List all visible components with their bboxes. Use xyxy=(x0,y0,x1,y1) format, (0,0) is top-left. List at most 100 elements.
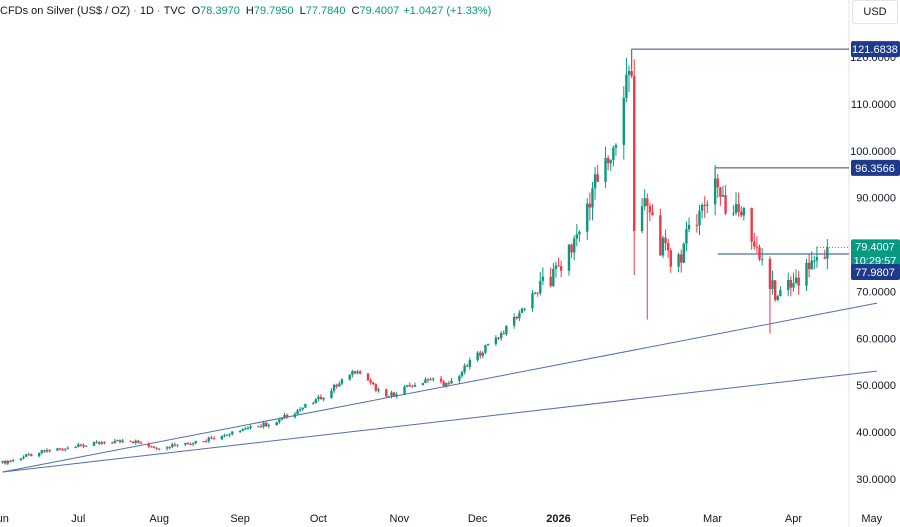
candle-body xyxy=(413,385,417,387)
candle-body xyxy=(246,427,250,429)
candle-body xyxy=(165,447,169,449)
candle-body xyxy=(285,415,289,418)
candle-body xyxy=(1,460,4,463)
candle-body xyxy=(139,442,143,444)
candle-body xyxy=(614,144,618,148)
candle-body xyxy=(609,160,612,164)
candle-body xyxy=(392,392,396,397)
trendline xyxy=(2,302,878,473)
candle-body xyxy=(22,456,25,459)
candle-body xyxy=(559,266,563,271)
candle-body xyxy=(740,211,743,216)
x-tick-label: Nov xyxy=(390,513,410,525)
candle-body xyxy=(257,426,260,428)
y-tick-label: 70.0000 xyxy=(856,286,896,298)
candle-body xyxy=(625,74,628,98)
candle-body xyxy=(84,445,88,447)
candle-body xyxy=(158,448,161,450)
candle-body xyxy=(356,371,359,374)
low-value: 77.7840 xyxy=(305,5,346,17)
candle-body xyxy=(176,444,179,446)
x-tick-label: Oct xyxy=(310,513,327,525)
change-value: +1.0427 (+1.33%) xyxy=(403,5,492,17)
candle-body xyxy=(191,443,195,445)
candle-body xyxy=(278,419,281,423)
currency-selector[interactable]: USD xyxy=(852,0,898,24)
x-tick-label: Mar xyxy=(703,513,722,525)
candle-body xyxy=(403,386,406,395)
candle-body xyxy=(262,422,265,427)
candle-body xyxy=(61,448,64,450)
candle-body xyxy=(497,337,500,339)
candle-body xyxy=(121,440,124,442)
candle-body xyxy=(648,205,652,213)
candle-body xyxy=(612,147,615,161)
high-label: H xyxy=(245,5,254,17)
x-tick-label: Sep xyxy=(230,513,250,525)
candle-body xyxy=(79,444,83,446)
candle-body xyxy=(771,280,774,289)
x-tick-label: Aug xyxy=(149,513,169,525)
candle-body xyxy=(152,446,156,448)
candle-body xyxy=(651,212,654,216)
candle-body xyxy=(332,384,336,391)
y-tick-label: 30.0000 xyxy=(856,474,896,486)
candle-body xyxy=(241,429,244,432)
level-price-label: 96.3566 xyxy=(855,163,895,175)
candle-body xyxy=(549,276,552,286)
open-label: O xyxy=(191,5,201,17)
close-value: 79.4007 xyxy=(359,5,400,17)
symbol-title[interactable]: CFDs on Silver (US$ / OZ) xyxy=(0,5,131,17)
candle-body xyxy=(184,442,187,445)
candle-body xyxy=(669,250,672,267)
candle-body xyxy=(283,415,286,418)
level-price-badge xyxy=(851,159,900,176)
candle-body xyxy=(442,381,445,387)
candle-body xyxy=(210,437,213,439)
candle-body xyxy=(604,158,607,182)
candle-body xyxy=(27,454,30,456)
candle-body xyxy=(330,390,333,398)
candle-body xyxy=(147,443,150,447)
candle-body xyxy=(111,442,114,444)
candle-body xyxy=(366,373,370,381)
candle-body xyxy=(586,203,589,232)
candle-body xyxy=(533,292,537,294)
trendline xyxy=(2,370,878,473)
candle-body xyxy=(408,385,411,387)
candle-body xyxy=(606,158,610,164)
candle-body xyxy=(813,260,816,262)
candle-body xyxy=(74,446,77,448)
interval-label[interactable]: 1D xyxy=(139,5,154,17)
candle-body xyxy=(695,224,699,226)
candle-body xyxy=(687,224,691,230)
candle-body xyxy=(794,277,798,283)
x-tick-label: Jul xyxy=(71,513,85,525)
candle-body xyxy=(539,280,542,294)
candle-body xyxy=(131,441,135,444)
candle-body xyxy=(737,204,740,212)
candle-body xyxy=(40,450,43,453)
candle-body xyxy=(447,383,451,385)
candle-body xyxy=(168,447,171,449)
candle-body xyxy=(787,279,790,291)
candle-body xyxy=(265,422,268,427)
candle-body xyxy=(450,380,453,384)
candle-body xyxy=(815,257,819,261)
candle-body xyxy=(664,237,667,244)
candle-body xyxy=(677,254,680,267)
candle-body xyxy=(340,379,344,384)
candle-body xyxy=(640,206,644,231)
candle-body xyxy=(24,454,28,457)
legend-separator: · xyxy=(156,5,161,17)
candle-body xyxy=(721,195,725,197)
candle-body xyxy=(207,437,210,442)
candle-body xyxy=(225,435,229,437)
candle-body xyxy=(680,254,683,263)
candle-body xyxy=(719,187,722,197)
candle-body xyxy=(64,448,67,450)
candle-body xyxy=(338,383,341,387)
candle-body xyxy=(779,290,782,297)
candle-body xyxy=(426,379,430,381)
